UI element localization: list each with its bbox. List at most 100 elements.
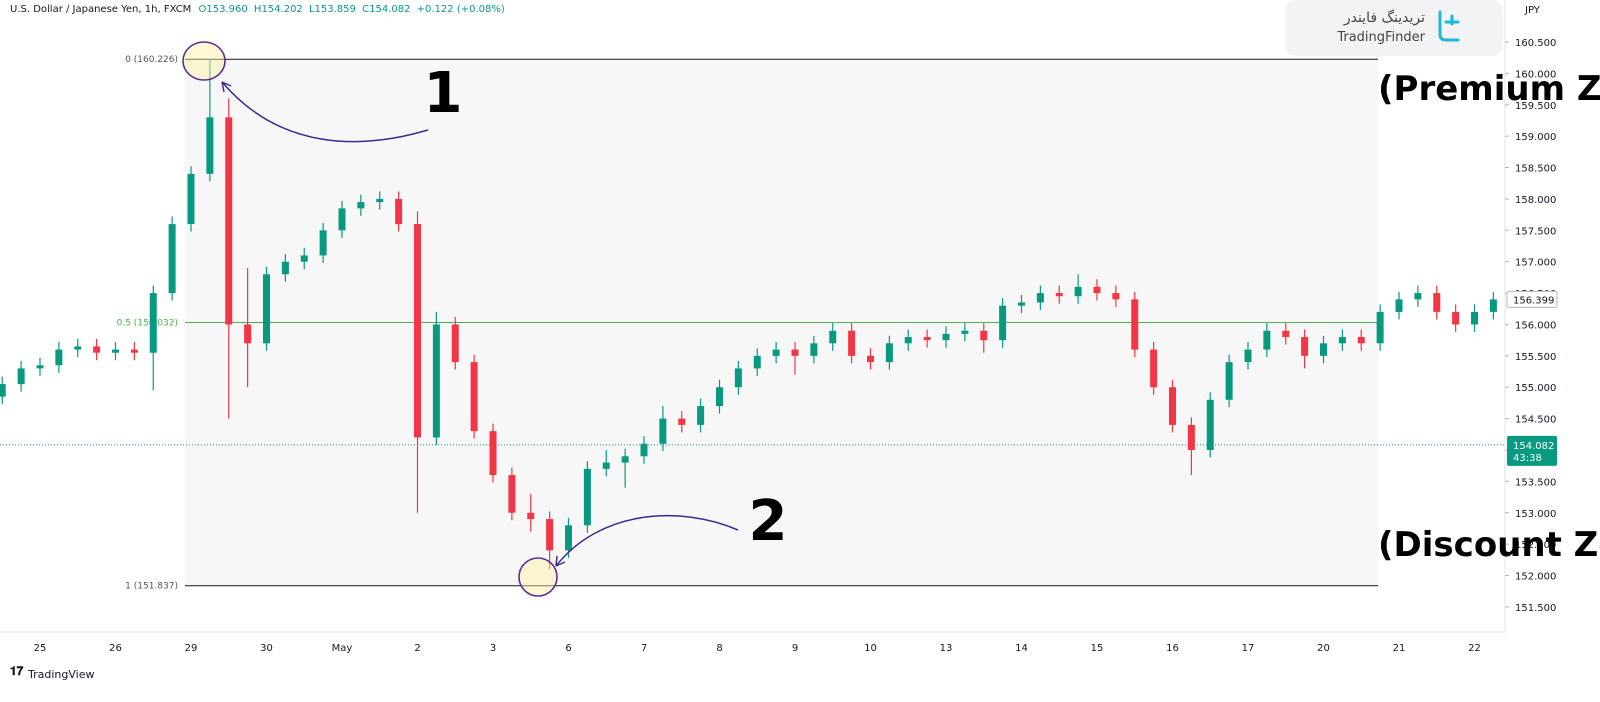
candle-body [640,443,648,457]
candle-body [1489,299,1497,312]
candle-body [621,456,629,463]
currency: JPY [1524,5,1541,16]
x-tick-label: 8 [716,643,722,654]
plot-area: 0 (160.226) 0.5 (156.032) 1 (151.837) 151.5… [0,0,1558,654]
candle-body [1187,424,1195,450]
candle-body [546,519,554,551]
candle-body [149,293,157,353]
y-tick-label: 159.500 [1515,101,1556,112]
x-tick-label: 22 [1468,643,1481,654]
footer-logo: 𝟏𝟕 [10,664,24,678]
candle-body [1338,337,1346,344]
candle-body [93,346,101,353]
candle-body [451,324,459,363]
candle-body [470,362,478,432]
candle-body [1169,387,1176,425]
highlight-circle [518,557,558,597]
price-tag-label: 156.399 [1513,295,1554,306]
candle-body [791,349,799,356]
candle-body [263,274,270,344]
candle-body [904,337,912,344]
last-price-label: 154.082 [1513,441,1554,452]
candle-body [281,261,289,275]
arrow [555,514,739,567]
y-tick-label: 158.000 [1515,195,1556,206]
fib-label: 0.5 (156.032) [117,318,178,328]
candle-body [489,431,497,476]
arrow-head [555,555,566,567]
y-tick-label: 156.000 [1515,320,1556,331]
x-tick-label: 16 [1166,643,1179,654]
candle-body [565,525,572,551]
fib-label: 1 (151.837) [125,582,178,592]
candle-body [36,365,44,369]
candle-body [1414,293,1422,300]
y-tick-label: 155.500 [1515,352,1556,363]
symbol: U.S. Dollar / Japanese Yen, 1h, FXCM [10,4,191,15]
candle-body [961,330,969,334]
candle-body [130,349,138,353]
candle-body [734,368,742,388]
candle-body [999,305,1007,341]
candle-body [923,337,931,341]
candle-body [1395,299,1403,312]
x-tick-label: 7 [641,643,647,654]
candle-body [1433,293,1441,312]
candle-body [319,230,327,256]
candle-body [1131,299,1139,350]
candle-body [1018,302,1025,306]
x-tick-label: 29 [185,643,198,654]
candle-body [980,330,988,341]
footer: TradingView [27,668,94,681]
candle-body [1357,337,1365,344]
brand-logo [1438,10,1460,42]
y-tick-label: 160.500 [1515,38,1556,49]
candle-body [1112,293,1120,300]
candle-body [1055,293,1063,297]
candle-body [678,418,686,425]
candle-body [1301,337,1309,356]
candle-body [1150,349,1158,388]
candle-body [55,349,63,366]
candle-body [17,368,25,385]
countdown: 43:38 [1513,453,1542,464]
arrow-head [221,81,232,93]
y-tick-label: 155.000 [1515,383,1556,394]
candle-body [848,330,856,356]
candle-body [357,202,365,209]
candle-body [187,173,195,225]
candle-body [602,462,610,469]
candle-body [1320,343,1327,356]
candle-body [168,224,176,294]
candle-body [829,330,837,344]
candle-body [1206,399,1214,450]
quote: +0.122 (+0.08%) [417,4,505,15]
quote: H154.202 [254,4,303,15]
header: U.S. Dollar / Japanese Yen, 1h, FXCM O15… [10,4,505,15]
candle-body [395,198,403,225]
x-tick-label: 21 [1393,643,1406,654]
x-tick-label: 17 [1242,643,1255,654]
premium-label: ناحیه گران فروشی (Premium Zone) [1378,69,1600,109]
candle-body [1263,330,1271,350]
last-price-box [1507,435,1557,466]
candle-body [414,224,421,438]
y-tick-label: 153.000 [1515,509,1556,520]
candle-body [659,418,667,444]
candle-body [1244,349,1252,363]
y-tick-label: 152.500 [1515,540,1556,551]
candle-body [225,117,233,325]
x-tick-label: 14 [1015,643,1028,654]
candle-body [0,384,6,397]
candle-body [753,355,761,369]
fib-label: 0 (160.226) [125,55,178,65]
x-tick-label: 13 [940,643,953,654]
brand-fa: تریدینگ فایندر [1343,9,1425,26]
candle-body [697,406,705,425]
y-tick-label: 160.000 [1515,69,1556,80]
candle-body [527,512,535,520]
candle-body [376,198,384,203]
y-tick-label: 157.000 [1515,258,1556,269]
quote: L153.859 [309,4,356,15]
brand-box [1285,0,1503,56]
